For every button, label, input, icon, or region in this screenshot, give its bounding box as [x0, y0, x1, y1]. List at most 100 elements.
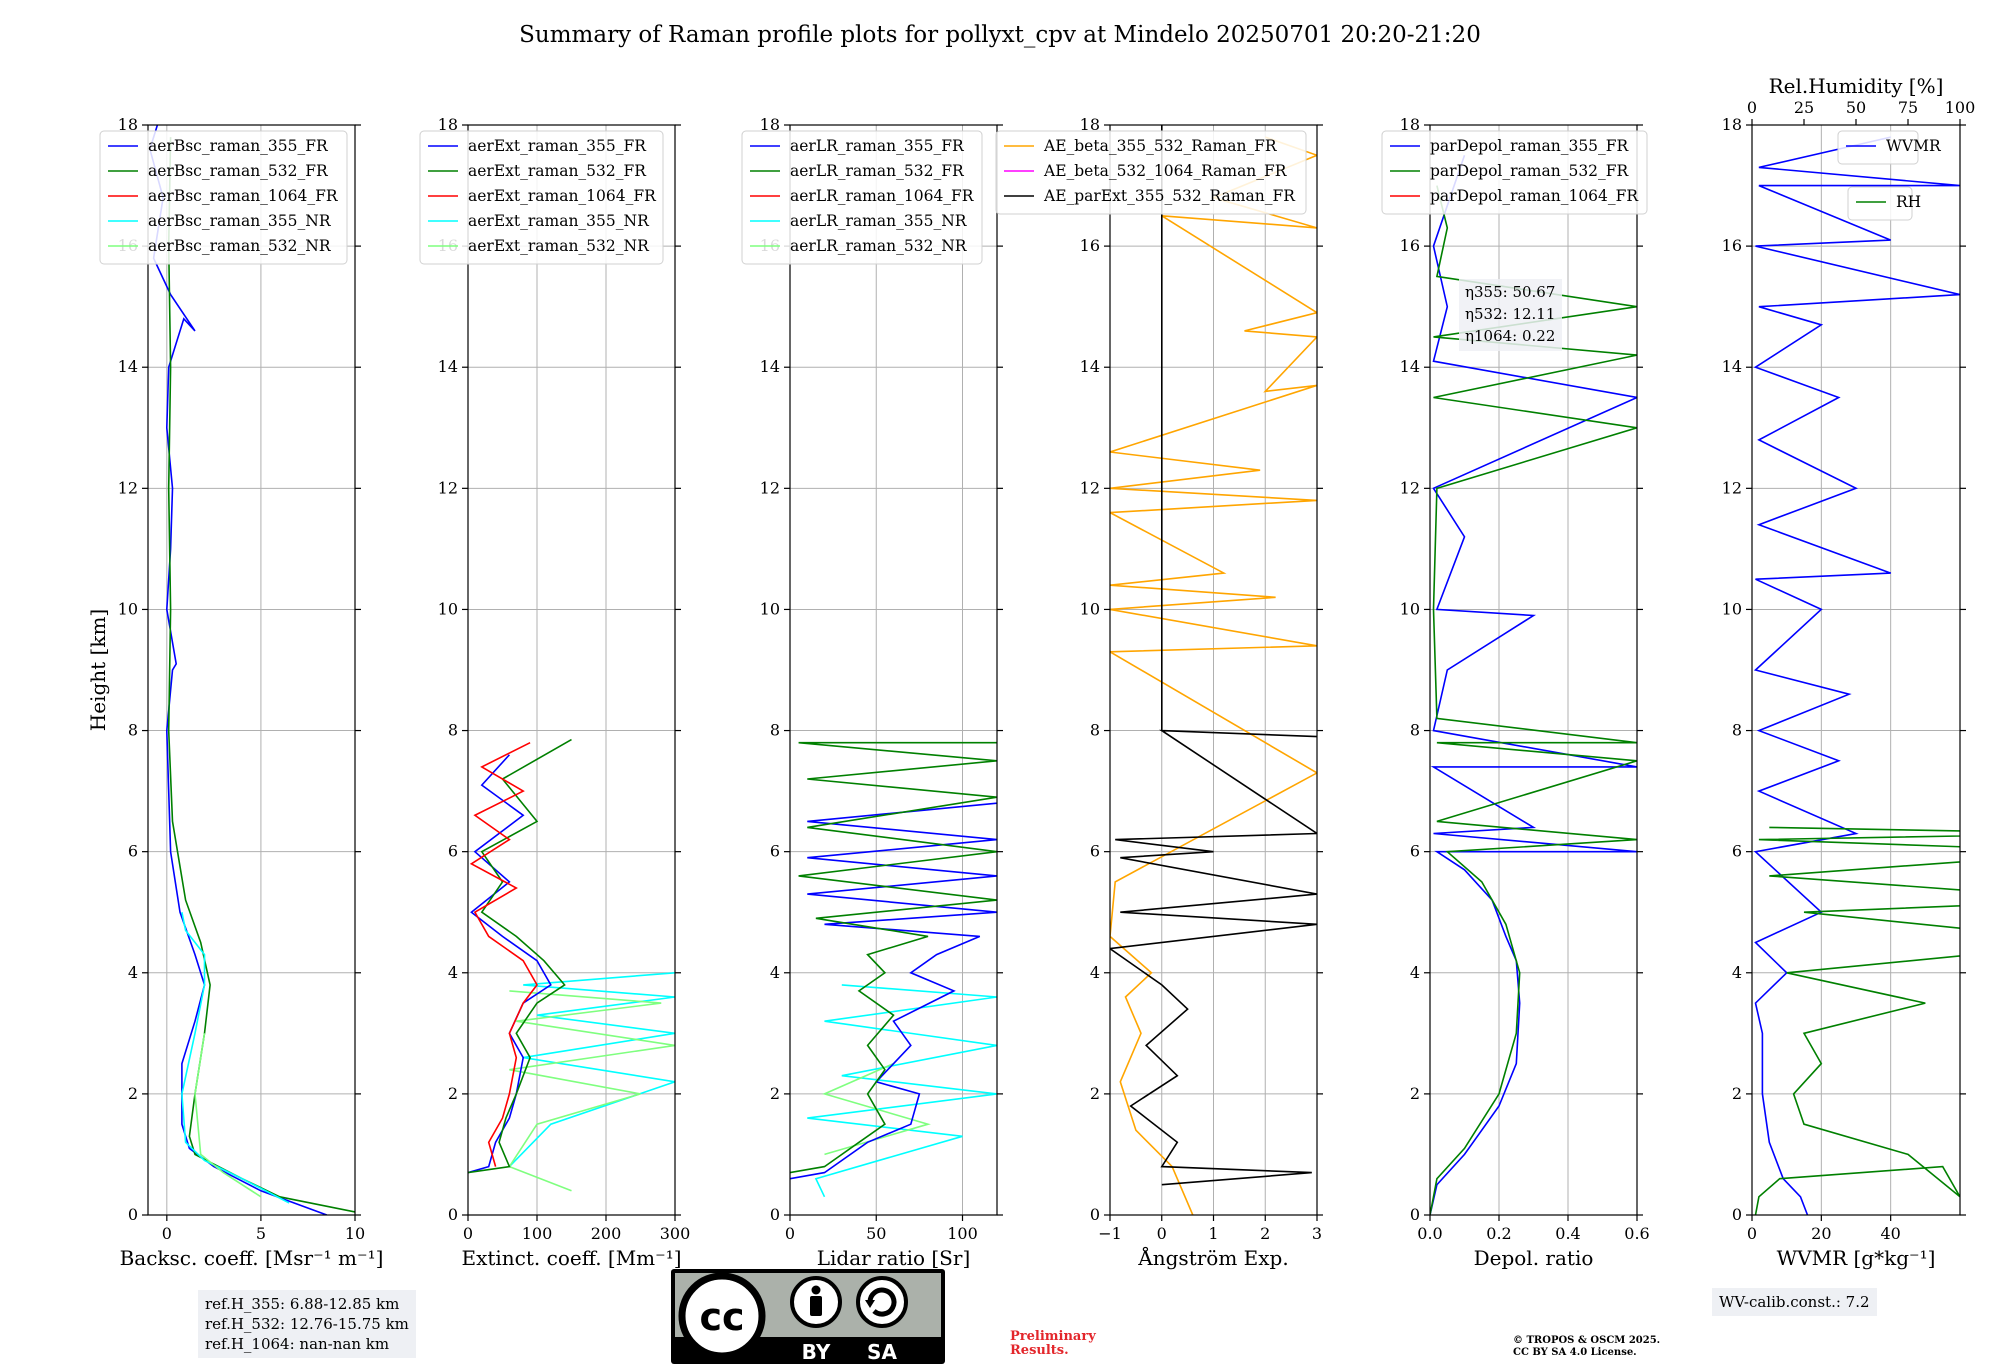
svg-text:cc: cc — [699, 1295, 744, 1339]
y-tick-label: 6 — [770, 842, 780, 861]
y-tick-label: 18 — [1722, 115, 1742, 134]
ref-height-532: ref.H_532: 12.76-15.75 km — [205, 1314, 409, 1334]
series-aerLR_raman_355_FR — [790, 803, 997, 1178]
preliminary-line-1: Preliminary — [1010, 1330, 1096, 1344]
y-tick-label: 10 — [1400, 599, 1420, 618]
y-tick-label: 0 — [128, 1205, 138, 1224]
eta-value: η532: 12.11 — [1465, 305, 1555, 323]
y-tick-label: 8 — [448, 721, 458, 740]
series-group — [468, 740, 675, 1191]
x-tick-label: 300 — [660, 1224, 691, 1243]
y-tick-label: 8 — [1410, 721, 1420, 740]
y-tick-label: 6 — [1732, 842, 1742, 861]
axes-frame — [1752, 125, 1960, 1215]
series-group — [1756, 137, 2000, 1215]
y-tick-label: 12 — [118, 478, 138, 497]
y-tick-label: 14 — [1400, 357, 1420, 376]
y-tick-label: 12 — [1400, 478, 1420, 497]
y-tick-label: 8 — [1090, 721, 1100, 740]
wv-calib-text: WV-calib.const.: 7.2 — [1719, 1293, 1870, 1311]
y-tick-label: 6 — [1410, 842, 1420, 861]
y-tick-label: 14 — [760, 357, 780, 376]
legend-entry: aerBsc_raman_1064_FR — [148, 187, 339, 205]
y-tick-label: 2 — [1090, 1084, 1100, 1103]
series-group — [790, 743, 997, 1197]
ref-height-box: ref.H_355: 6.88-12.85 km ref.H_532: 12.7… — [198, 1290, 416, 1358]
series-WVMR — [1756, 137, 1961, 1215]
copyright-line-1: © TROPOS & OSCM 2025. — [1513, 1335, 1660, 1347]
y-tick-label: 2 — [1410, 1084, 1420, 1103]
legend: AE_beta_355_532_Raman_FRAE_beta_532_1064… — [996, 131, 1306, 214]
panel-ext: 0246810121416180100200300Extinct. coeff.… — [420, 115, 690, 1270]
license-sa: SA — [867, 1340, 897, 1364]
y-tick-label: 12 — [1722, 478, 1742, 497]
wv-calib-box: WV-calib.const.: 7.2 — [1712, 1288, 1877, 1316]
legend-entry: AE_parExt_355_532_Raman_FR — [1043, 187, 1296, 205]
legend-entry: aerExt_raman_355_FR — [468, 137, 647, 155]
x-axis-label: WVMR [g*kg⁻¹] — [1777, 1246, 1936, 1270]
top-x-tick-label: 25 — [1794, 98, 1814, 117]
legend-entry: aerLR_raman_355_NR — [790, 212, 968, 230]
series-group — [150, 125, 355, 1215]
y-tick-label: 8 — [770, 721, 780, 740]
x-tick-label: 0 — [785, 1224, 795, 1243]
top-axis-label: Rel.Humidity [%] — [1769, 74, 1944, 98]
legend-entry: aerExt_raman_1064_FR — [468, 187, 657, 205]
y-tick-label: 2 — [1732, 1084, 1742, 1103]
x-tick-label: 200 — [591, 1224, 622, 1243]
y-tick-label: 16 — [1722, 236, 1742, 255]
y-tick-label: 10 — [438, 599, 458, 618]
legend: aerBsc_raman_355_FRaerBsc_raman_532_FRae… — [100, 131, 347, 264]
legend-entry: aerExt_raman_532_NR — [468, 237, 650, 255]
legend-entry: aerBsc_raman_355_FR — [148, 137, 329, 155]
x-tick-label: 0.4 — [1555, 1224, 1580, 1243]
eta-value: η1064: 0.22 — [1465, 327, 1555, 345]
legend-entry: aerBsc_raman_532_NR — [148, 237, 332, 255]
y-tick-label: 14 — [1722, 357, 1742, 376]
preliminary-note: Preliminary Results. — [1010, 1330, 1096, 1358]
y-tick-label: 8 — [1732, 721, 1742, 740]
y-tick-label: 12 — [1080, 478, 1100, 497]
y-tick-label: 4 — [770, 963, 780, 982]
y-tick-label: 4 — [1732, 963, 1742, 982]
legend-entry: parDepol_raman_355_FR — [1430, 137, 1630, 155]
panel-lr: 024681012141618050100Lidar ratio [Sr]aer… — [742, 115, 1003, 1270]
x-tick-label: 5 — [256, 1224, 266, 1243]
y-tick-label: 16 — [1080, 236, 1100, 255]
top-x-tick-label: 0 — [1747, 98, 1757, 117]
series-aerBsc_raman_355_FR — [150, 125, 327, 1215]
preliminary-line-2: Results. — [1010, 1344, 1096, 1358]
x-axis-label: Backsc. coeff. [Msr⁻¹ m⁻¹] — [120, 1246, 384, 1270]
y-tick-label: 0 — [1732, 1205, 1742, 1224]
x-axis-label: Depol. ratio — [1474, 1246, 1594, 1270]
y-tick-label: 6 — [128, 842, 138, 861]
legend-entry: parDepol_raman_532_FR — [1430, 162, 1630, 180]
copyright-note: © TROPOS & OSCM 2025. CC BY SA 4.0 Licen… — [1513, 1335, 1660, 1359]
x-axis-label: Ångström Exp. — [1137, 1245, 1288, 1270]
y-tick-label: 14 — [1080, 357, 1100, 376]
y-tick-label: 2 — [770, 1084, 780, 1103]
x-tick-label: 3 — [1312, 1224, 1322, 1243]
y-tick-label: 10 — [1080, 599, 1100, 618]
axes-frame — [468, 125, 675, 1215]
y-tick-label: 10 — [1722, 599, 1742, 618]
y-tick-label: 4 — [1410, 963, 1420, 982]
axes-frame — [148, 125, 355, 1215]
series-aerLR_raman_532_FR — [790, 743, 997, 1173]
x-tick-label: 0 — [1747, 1224, 1757, 1243]
x-axis-label: Extinct. coeff. [Mm⁻¹] — [461, 1246, 681, 1270]
license-by: BY — [802, 1340, 831, 1364]
x-tick-label: 40 — [1880, 1224, 1900, 1243]
top-x-tick-label: 50 — [1846, 98, 1866, 117]
legend-entry: aerLR_raman_1064_FR — [790, 187, 975, 205]
y-tick-label: 6 — [1090, 842, 1100, 861]
x-tick-label: 100 — [947, 1224, 978, 1243]
legend-entry: AE_beta_532_1064_Raman_FR — [1043, 162, 1288, 180]
y-tick-label: 14 — [438, 357, 458, 376]
x-tick-label: 10 — [345, 1224, 365, 1243]
y-tick-label: 12 — [438, 478, 458, 497]
legend-entry: aerLR_raman_532_FR — [790, 162, 965, 180]
